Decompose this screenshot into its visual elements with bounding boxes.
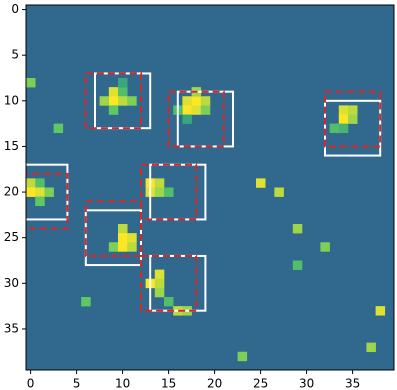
heat-cell [118, 78, 128, 88]
heat-cell [292, 224, 303, 234]
y-tick-label: 5 [11, 48, 19, 62]
heat-cell [26, 178, 36, 188]
heat-cell [99, 96, 110, 106]
heat-cell [44, 187, 54, 197]
heat-cell [329, 123, 340, 134]
heat-cell [182, 114, 192, 124]
heat-cell [164, 187, 174, 197]
heat-cell [108, 105, 119, 115]
bounding-box [140, 254, 198, 312]
heat-cell [292, 260, 303, 270]
heat-cell [200, 105, 211, 115]
x-tick-label: 10 [115, 377, 130, 390]
heat-cell [118, 224, 128, 234]
x-tick-label: 35 [345, 377, 360, 390]
heat-cell [118, 242, 128, 252]
heat-cell [26, 78, 36, 88]
bounding-box [140, 163, 198, 221]
heat-cell [154, 278, 165, 289]
heat-cell [118, 87, 128, 97]
heat-cell [108, 87, 119, 97]
heat-cell [348, 114, 358, 124]
bounding-box [167, 90, 225, 148]
heat-cell [191, 105, 202, 115]
heat-cell [53, 123, 64, 134]
heat-cell [127, 96, 137, 106]
heat-cell [154, 269, 165, 280]
bounding-box [324, 90, 382, 148]
heat-cell [154, 178, 165, 188]
bounding-box [26, 163, 69, 221]
axes-frame [25, 4, 395, 371]
y-tick-label: 10 [4, 93, 19, 107]
x-tick-label: 0 [27, 377, 35, 390]
heat-cell [274, 187, 284, 197]
heat-cell [81, 297, 91, 307]
y-tick-label: 20 [4, 185, 19, 199]
heat-cell [108, 242, 119, 252]
plot-area [26, 5, 394, 370]
heat-cell [154, 187, 165, 197]
heat-cell [366, 342, 376, 353]
heat-cell [164, 297, 174, 307]
heat-cell [375, 306, 386, 316]
x-tick-label: 30 [299, 377, 314, 390]
heat-cell [118, 233, 128, 243]
heat-cell [320, 242, 330, 252]
heat-cell [154, 287, 165, 298]
heat-cell [338, 114, 349, 124]
bounding-box [84, 72, 143, 130]
heat-cell [338, 105, 349, 115]
y-tick-label: 0 [11, 2, 19, 16]
y-tick-label: 35 [4, 321, 19, 335]
heat-cell [108, 96, 119, 106]
heat-cell [182, 96, 192, 106]
heat-cell [338, 123, 349, 134]
heat-cell [182, 105, 192, 115]
heat-cell [26, 187, 36, 197]
heat-cell [256, 178, 266, 188]
heat-cell [35, 196, 45, 207]
heat-cell [35, 187, 45, 197]
x-tick-label: 5 [73, 377, 81, 390]
heat-cell [35, 178, 45, 188]
y-tick-label: 30 [4, 276, 19, 290]
heat-cell [200, 96, 211, 106]
x-tick-label: 15 [161, 377, 176, 390]
y-tick-label: 25 [4, 230, 19, 244]
heat-cell [191, 96, 202, 106]
heat-cell [127, 242, 137, 252]
bounding-box [26, 172, 69, 230]
heat-cell [118, 96, 128, 106]
heat-cell [237, 351, 248, 362]
bounding-box [84, 200, 143, 257]
heat-cell [348, 105, 358, 115]
x-tick-label: 20 [207, 377, 222, 390]
y-tick-label: 15 [4, 139, 19, 153]
x-tick-label: 25 [253, 377, 268, 390]
heat-cell [127, 233, 137, 243]
